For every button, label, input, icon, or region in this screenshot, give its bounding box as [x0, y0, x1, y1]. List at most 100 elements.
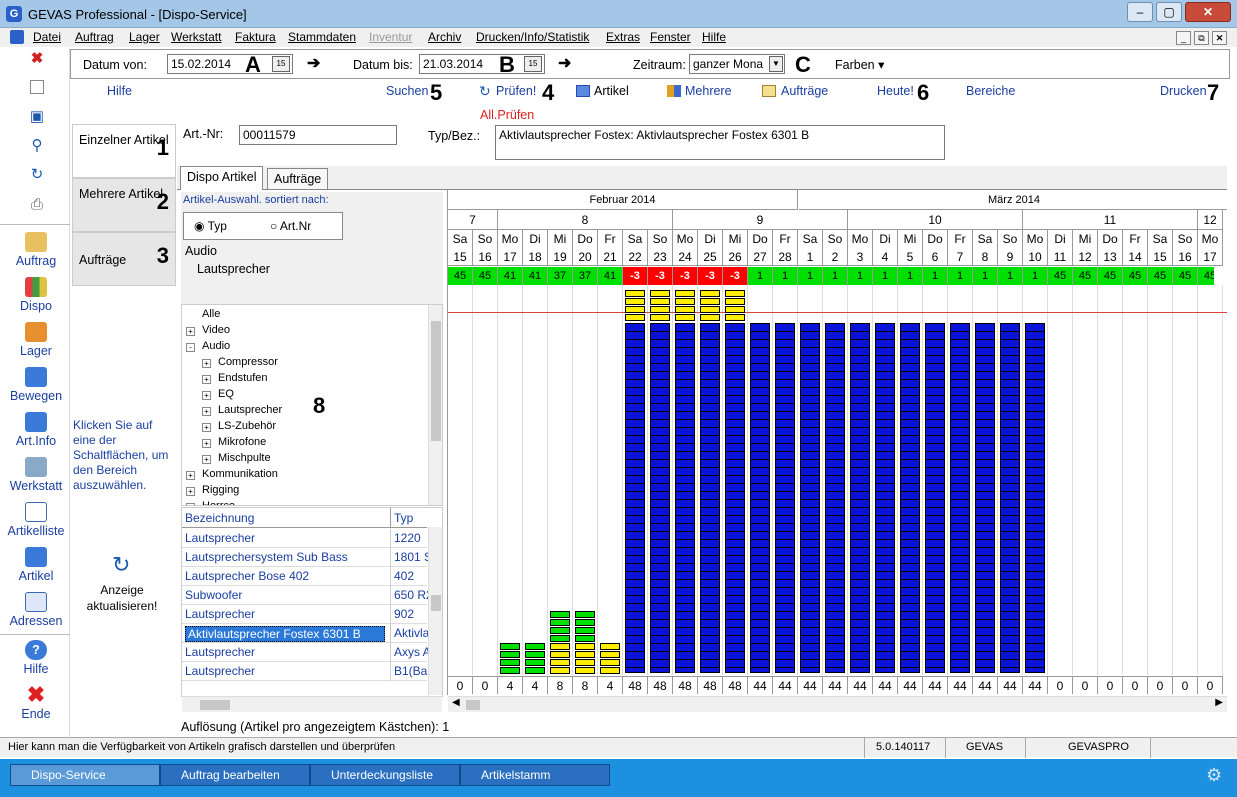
col-typ[interactable]: Typ	[394, 511, 414, 525]
task-artikelstamm[interactable]: Artikelstamm	[460, 764, 610, 786]
tree-expander[interactable]: +	[202, 407, 211, 416]
menu-werkstatt[interactable]: Werkstatt	[171, 30, 222, 44]
artikel-button[interactable]: Artikel	[594, 84, 629, 98]
tree-node[interactable]: Horrco	[202, 500, 236, 506]
task-unterdeckungsliste[interactable]: Unterdeckungsliste	[310, 764, 460, 786]
new-icon[interactable]	[30, 80, 44, 94]
nav-werkstatt[interactable]: Werkstatt	[0, 457, 72, 493]
nav-artikel[interactable]: Artikel	[0, 547, 72, 583]
nav-lager[interactable]: Lager	[0, 322, 72, 358]
tree-expander[interactable]: +	[202, 359, 211, 368]
all-pruefen-button[interactable]: All.Prüfen	[480, 108, 535, 122]
anzeige-aktualisieren-button[interactable]: Anzeige aktualisieren!	[86, 583, 158, 613]
minimize-button[interactable]: –	[1127, 2, 1153, 22]
mdi-minimize-button[interactable]: _	[1176, 31, 1191, 45]
tree-expander[interactable]: +	[202, 455, 211, 464]
list-row[interactable]: Subwoofer 650 R2	[182, 586, 430, 605]
auftraege-side-button[interactable]: Aufträge 3	[72, 232, 176, 286]
datum-von-input[interactable]: 15.02.2014	[167, 54, 293, 74]
tree-expander[interactable]: +	[202, 391, 211, 400]
mehrere-artikel-button[interactable]: Mehrere Artikel 2	[72, 178, 176, 232]
zeitraum-dropdown-icon[interactable]: ▼	[769, 56, 783, 72]
task-dispo-service[interactable]: Dispo-Service	[10, 764, 160, 786]
tab-dispo-artikel[interactable]: Dispo Artikel	[180, 166, 264, 190]
nav-artinfo[interactable]: Art.Info	[0, 412, 72, 448]
calendar-von-button[interactable]: 15	[272, 56, 290, 72]
tree-expander[interactable]: +	[186, 503, 195, 505]
menu-archiv[interactable]: Archiv	[428, 30, 462, 44]
mdi-close-button[interactable]: ✕	[1212, 31, 1227, 45]
menu-hilfe[interactable]: Hilfe	[702, 30, 727, 44]
tree-node[interactable]: Lautsprecher	[218, 404, 283, 416]
tree-node[interactable]: Compressor	[218, 356, 278, 368]
tab-auftraege[interactable]: Aufträge	[267, 168, 329, 190]
tree-expander[interactable]: +	[202, 439, 211, 448]
tree-node[interactable]: Mikrofone	[218, 436, 267, 448]
tree-scrollbar[interactable]	[428, 305, 442, 505]
list-row[interactable]: Aktivlautsprecher Fostex 6301 B Aktivla	[182, 624, 429, 643]
tree-expander[interactable]: +	[186, 471, 195, 480]
save-icon[interactable]: ▣	[29, 108, 45, 125]
nav-adressen[interactable]: Adressen	[0, 592, 72, 628]
maximize-button[interactable]: ▢	[1156, 2, 1182, 22]
next-arrow-icon[interactable]: ➜	[558, 55, 572, 72]
menu-datei[interactable]: Datei	[33, 30, 62, 44]
typ-field[interactable]: Aktivlautsprecher Fostex: Aktivlautsprec…	[495, 125, 945, 160]
tree-node[interactable]: EQ	[218, 388, 234, 400]
tree-node[interactable]: Endstufen	[218, 372, 268, 384]
einzelner-artikel-button[interactable]: Einzelner Artikel 1	[72, 124, 176, 178]
grid-hscrollbar[interactable]: ◀ ▶	[448, 696, 1227, 712]
tree-expander[interactable]: +	[202, 375, 211, 384]
tree-node[interactable]: Rigging	[202, 484, 240, 496]
hilfe-link[interactable]: Hilfe	[107, 84, 133, 98]
menu-faktura[interactable]: Faktura	[235, 30, 276, 44]
list-scrollbar[interactable]	[428, 527, 442, 695]
mehrere-button[interactable]: Mehrere	[685, 84, 732, 98]
list-row[interactable]: Lautsprecher B1(Ba	[182, 662, 427, 681]
nav-hilfe[interactable]: ? Hilfe	[0, 640, 72, 676]
tree-node[interactable]: Mischpulte	[218, 452, 271, 464]
list-row[interactable]: Lautsprechersystem Sub Bass 1801 S	[182, 548, 430, 567]
tree-node[interactable]: LS-Zubehör	[218, 420, 277, 432]
search-icon[interactable]: ⚲	[31, 137, 43, 154]
mdi-restore-button[interactable]: ⧉	[1194, 31, 1209, 45]
auftraege-button[interactable]: Aufträge	[781, 84, 829, 98]
refresh-large-icon[interactable]: ↻	[112, 552, 131, 577]
farben-menu[interactable]: Farben ▾	[835, 58, 885, 72]
list-row[interactable]: Lautsprecher Axys Al	[182, 643, 430, 662]
prev-arrow-icon[interactable]: ➔	[307, 55, 321, 72]
radio-artnr[interactable]: ○ Art.Nr	[270, 219, 312, 233]
task-auftrag-bearbeiten[interactable]: Auftrag bearbeiten	[160, 764, 310, 786]
datum-bis-input[interactable]: 21.03.2014	[419, 54, 545, 74]
artnr-field[interactable]: 00011579	[239, 125, 397, 145]
tree-node[interactable]: Alle	[202, 308, 221, 320]
menu-auftrag[interactable]: Auftrag	[75, 30, 114, 44]
list-hscrollbar[interactable]	[182, 696, 442, 712]
calendar-bis-button[interactable]: 15	[524, 56, 542, 72]
menu-drucken-info[interactable]: Drucken/Info/Statistik	[476, 30, 590, 44]
tree-expander[interactable]: +	[186, 327, 195, 336]
list-row[interactable]: Lautsprecher Bose 402 402	[182, 567, 427, 586]
tree-node[interactable]: Kommunikation	[202, 468, 278, 480]
drucken-button[interactable]: Drucken	[1160, 84, 1207, 98]
pruefen-button[interactable]: Prüfen!	[496, 84, 537, 98]
tree-node[interactable]: Audio	[202, 340, 231, 352]
radio-typ[interactable]: ◉ Typ	[194, 219, 227, 233]
col-bezeichnung[interactable]: Bezeichnung	[185, 511, 255, 525]
nav-bewegen[interactable]: Bewegen	[0, 367, 72, 403]
settings-gear-icon[interactable]: ⚙	[1206, 765, 1223, 785]
close-button[interactable]: ✕	[1185, 2, 1231, 22]
delete-icon[interactable]: ✖	[30, 50, 44, 67]
menu-stammdaten[interactable]: Stammdaten	[288, 30, 357, 44]
tree-expander[interactable]: +	[186, 487, 195, 496]
tree-expander[interactable]: +	[202, 423, 211, 432]
list-row[interactable]: Lautsprecher 1220	[182, 529, 427, 548]
menu-fenster[interactable]: Fenster	[650, 30, 691, 44]
tree-expander[interactable]: -	[186, 343, 195, 352]
heute-button[interactable]: Heute!	[877, 84, 914, 98]
bereiche-button[interactable]: Bereiche	[966, 84, 1016, 98]
menu-lager[interactable]: Lager	[129, 30, 160, 44]
refresh-icon[interactable]: ↻	[30, 166, 44, 183]
print-icon[interactable]: ⎙	[30, 196, 43, 213]
zeitraum-select[interactable]: ganzer Mona	[689, 54, 785, 74]
